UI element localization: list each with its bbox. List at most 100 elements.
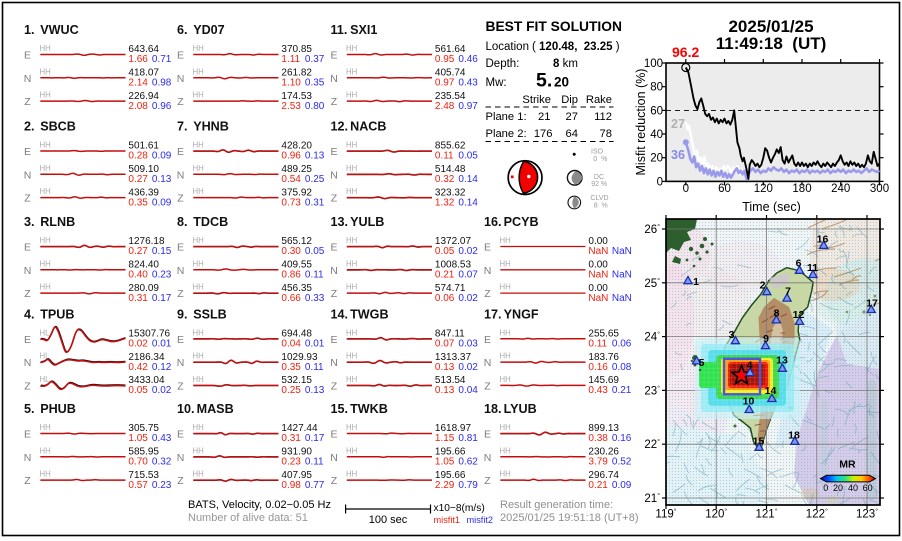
svg-text:LYUB: LYUB xyxy=(504,402,537,416)
svg-text:12.: 12. xyxy=(331,120,349,134)
svg-text:1.66: 1.66 xyxy=(128,54,148,65)
svg-text:Z: Z xyxy=(177,96,184,108)
svg-text:514.48: 514.48 xyxy=(435,164,466,175)
svg-text:0.27: 0.27 xyxy=(128,246,148,257)
svg-text:1.05: 1.05 xyxy=(435,457,455,468)
svg-text:899.13: 899.13 xyxy=(588,423,619,434)
svg-text:0.25: 0.25 xyxy=(305,174,325,185)
svg-text:Z: Z xyxy=(177,193,184,205)
svg-text:0.35: 0.35 xyxy=(305,78,325,89)
svg-text:489.25: 489.25 xyxy=(281,164,312,175)
svg-text:HH: HH xyxy=(346,141,357,150)
svg-text:HH: HH xyxy=(346,423,357,432)
svg-text:64: 64 xyxy=(566,128,578,140)
svg-text:585.95: 585.95 xyxy=(128,447,159,458)
svg-text:0.98: 0.98 xyxy=(281,480,301,491)
svg-text:0.02: 0.02 xyxy=(458,293,478,304)
svg-text:15.: 15. xyxy=(331,402,349,416)
svg-text:NaN: NaN xyxy=(612,270,632,281)
svg-text:60: 60 xyxy=(863,483,873,493)
svg-text:0.13: 0.13 xyxy=(305,151,325,162)
svg-text:121°: 121° xyxy=(756,508,778,521)
svg-text:HH: HH xyxy=(346,446,357,455)
svg-text:180: 180 xyxy=(792,183,811,195)
svg-text:36: 36 xyxy=(671,148,685,162)
svg-text:8.: 8. xyxy=(177,215,188,229)
svg-text:0.04: 0.04 xyxy=(281,339,301,350)
svg-text:0.17: 0.17 xyxy=(305,433,325,444)
svg-text:240: 240 xyxy=(831,183,850,195)
svg-text:0.05: 0.05 xyxy=(305,246,325,257)
svg-text:0.23: 0.23 xyxy=(152,270,172,281)
svg-text:0.16: 0.16 xyxy=(612,433,632,444)
svg-text:0.27: 0.27 xyxy=(128,174,148,185)
svg-text:HH: HH xyxy=(193,141,204,150)
svg-text:0.73: 0.73 xyxy=(281,197,301,208)
svg-text:5.: 5. xyxy=(24,402,35,416)
svg-text:60: 60 xyxy=(718,183,731,195)
svg-text:TWKB: TWKB xyxy=(350,402,388,416)
svg-text:0.15: 0.15 xyxy=(152,246,172,257)
svg-text:0.11: 0.11 xyxy=(305,457,324,468)
svg-text:0.35: 0.35 xyxy=(281,362,301,373)
svg-text:824.40: 824.40 xyxy=(128,260,159,271)
svg-text:NaN: NaN xyxy=(612,246,632,257)
svg-text:MASB: MASB xyxy=(197,402,234,416)
svg-text:1029.93: 1029.93 xyxy=(281,352,318,363)
svg-text:120°: 120° xyxy=(705,508,727,521)
svg-text:HH: HH xyxy=(40,283,51,292)
svg-text:N: N xyxy=(24,169,32,181)
svg-text:PHUB: PHUB xyxy=(40,402,76,416)
svg-text:N: N xyxy=(24,357,32,369)
svg-text:HH: HH xyxy=(193,423,204,432)
svg-text:1618.97: 1618.97 xyxy=(435,423,472,434)
svg-text:0.32: 0.32 xyxy=(435,174,455,185)
svg-text:60: 60 xyxy=(650,105,663,117)
svg-text:HH: HH xyxy=(40,187,51,196)
svg-text:HH: HH xyxy=(500,446,511,455)
svg-text:1.: 1. xyxy=(24,23,35,37)
svg-text:1008.53: 1008.53 xyxy=(435,260,472,271)
svg-text:N: N xyxy=(24,73,32,85)
svg-text:0.11: 0.11 xyxy=(305,362,324,373)
svg-text:0.97: 0.97 xyxy=(435,78,455,89)
svg-text:5: 5 xyxy=(699,357,705,369)
svg-text:15: 15 xyxy=(753,436,765,448)
svg-text:574.71: 574.71 xyxy=(435,283,466,294)
svg-text:2.48: 2.48 xyxy=(435,101,455,112)
svg-text:12: 12 xyxy=(793,309,805,321)
svg-text:0.13: 0.13 xyxy=(435,385,455,396)
svg-text:Dip: Dip xyxy=(561,94,578,106)
svg-text:0.30: 0.30 xyxy=(281,246,301,257)
svg-text:261.82: 261.82 xyxy=(281,68,312,79)
svg-text:VWUC: VWUC xyxy=(40,23,78,37)
svg-text:16.: 16. xyxy=(484,215,502,229)
svg-text:112: 112 xyxy=(594,111,612,123)
svg-text:2.29: 2.29 xyxy=(435,480,455,491)
svg-text:PCYB: PCYB xyxy=(504,215,539,229)
svg-text:2.: 2. xyxy=(24,120,35,134)
svg-text:SSLB: SSLB xyxy=(193,307,227,321)
svg-text:0 %: 0 % xyxy=(593,156,607,163)
svg-text:HH: HH xyxy=(193,328,204,337)
svg-text:0.13: 0.13 xyxy=(152,174,172,185)
svg-text:0.54: 0.54 xyxy=(281,174,301,185)
svg-text:40: 40 xyxy=(848,483,858,493)
svg-text:183.76: 183.76 xyxy=(588,352,619,363)
svg-text:Result generation time:: Result generation time: xyxy=(500,499,613,511)
svg-text:9: 9 xyxy=(763,333,769,345)
svg-text:BATS, Velocity, 0.02−0.05 Hz: BATS, Velocity, 0.02−0.05 Hz xyxy=(188,499,331,511)
svg-text:407.95: 407.95 xyxy=(281,470,312,481)
svg-text:E: E xyxy=(330,146,337,158)
svg-text:226.94: 226.94 xyxy=(128,91,159,102)
svg-text:14.: 14. xyxy=(331,307,349,321)
svg-text:HH: HH xyxy=(193,375,204,384)
svg-text:Z: Z xyxy=(177,475,184,487)
svg-text:HH: HH xyxy=(346,328,357,337)
svg-text:E: E xyxy=(177,334,184,346)
svg-text:0.11: 0.11 xyxy=(588,339,607,350)
svg-text:0.14: 0.14 xyxy=(458,174,478,185)
svg-text:0.07: 0.07 xyxy=(435,339,455,350)
svg-text:0.25: 0.25 xyxy=(281,385,301,396)
svg-text:3.: 3. xyxy=(24,215,35,229)
